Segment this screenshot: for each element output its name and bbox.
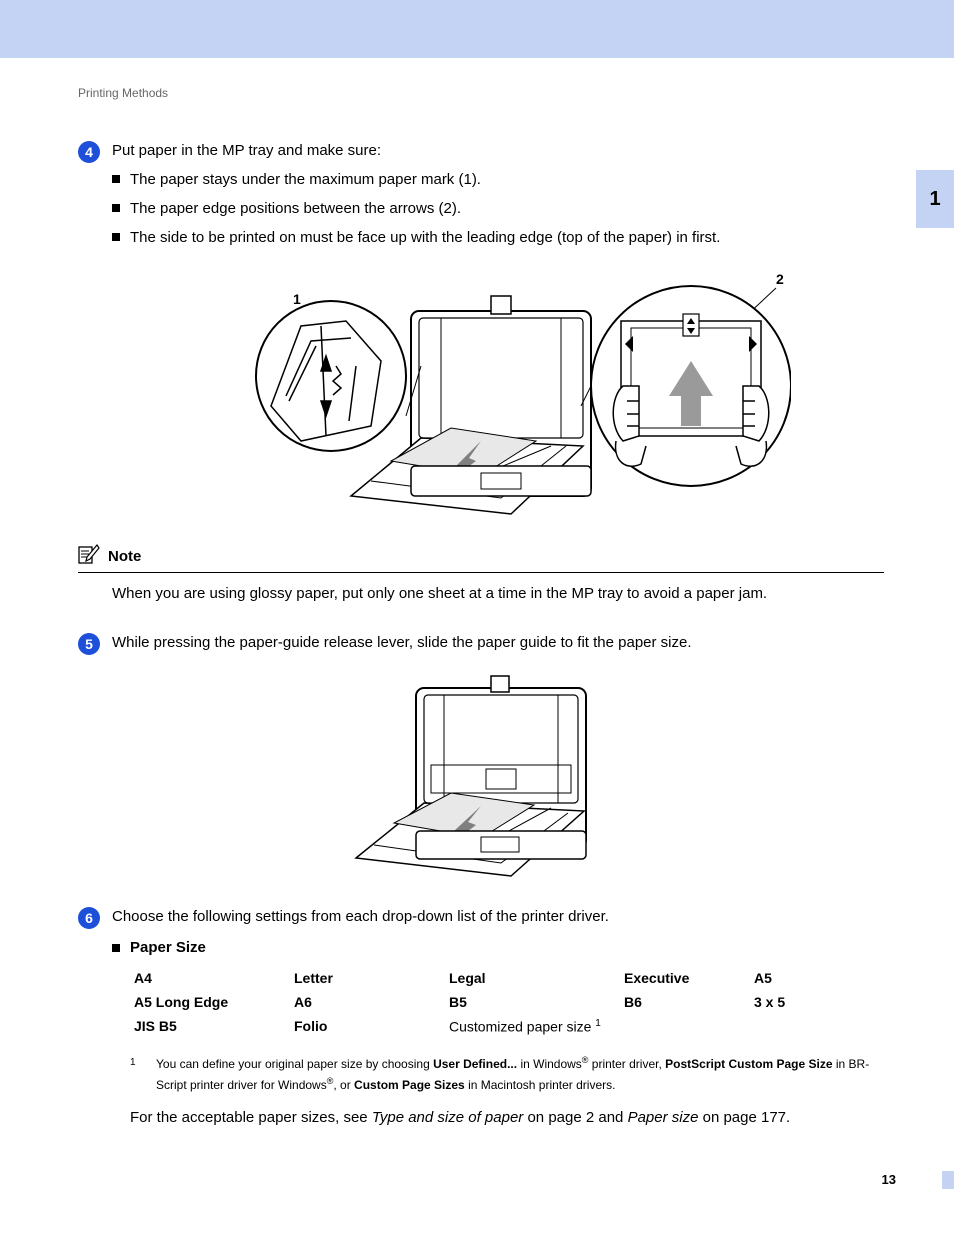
chapter-tab: 1	[916, 170, 954, 228]
figure-step-5	[78, 673, 884, 878]
callout-2-label: 2	[776, 271, 784, 287]
square-bullet-icon	[112, 204, 120, 212]
cell: A5	[754, 970, 834, 986]
callout-1-label: 1	[293, 291, 301, 307]
page-content: Printing Methods 4 Put paper in the MP t…	[0, 58, 954, 1130]
cell	[624, 1018, 754, 1035]
step-5: 5 While pressing the paper-guide release…	[78, 632, 884, 655]
square-bullet-icon	[112, 944, 120, 952]
bullet-text: The paper stays under the maximum paper …	[130, 169, 481, 190]
step-badge-6: 6	[78, 907, 100, 929]
note-header: Note	[78, 544, 884, 573]
cell: B6	[624, 994, 754, 1010]
step-4-bullets: The paper stays under the maximum paper …	[112, 169, 884, 248]
printer-diagram-1: 1	[171, 266, 791, 516]
cell: 3 x 5	[754, 994, 834, 1010]
table-row: A5 Long Edge A6 B5 B6 3 x 5	[134, 994, 864, 1010]
square-bullet-icon	[112, 175, 120, 183]
cell: A6	[294, 994, 449, 1010]
printer-diagram-2	[346, 673, 616, 878]
table-row: JIS B5 Folio Customized paper size 1	[134, 1018, 864, 1035]
bullet: The paper edge positions between the arr…	[112, 198, 884, 219]
note-pencil-icon	[78, 544, 100, 568]
figure-step-4: 1	[78, 266, 884, 516]
note-body: When you are using glossy paper, put onl…	[112, 583, 884, 604]
paper-size-heading: Paper Size	[112, 939, 884, 956]
footnote-text: You can define your original paper size …	[156, 1053, 884, 1095]
paper-size-label: Paper Size	[130, 939, 206, 956]
page-corner-tab	[942, 1171, 954, 1189]
note-section: Note When you are using glossy paper, pu…	[78, 544, 884, 604]
bullet: The paper stays under the maximum paper …	[112, 169, 884, 190]
breadcrumb: Printing Methods	[78, 86, 884, 100]
cell: Executive	[624, 970, 754, 986]
closing-text: For the acceptable paper sizes, see Type…	[130, 1107, 884, 1130]
cell: Customized paper size 1	[449, 1018, 624, 1035]
cell: A5 Long Edge	[134, 994, 294, 1010]
cell: JIS B5	[134, 1018, 294, 1035]
footnote-num: 1	[130, 1053, 156, 1095]
bullet: The side to be printed on must be face u…	[112, 227, 884, 248]
bullet-text: The side to be printed on must be face u…	[130, 227, 720, 248]
step-4-text: Put paper in the MP tray and make sure:	[112, 140, 884, 163]
step-6-text: Choose the following settings from each …	[112, 906, 884, 929]
cell: A4	[134, 970, 294, 986]
step-badge-5: 5	[78, 633, 100, 655]
square-bullet-icon	[112, 233, 120, 241]
step-4: 4 Put paper in the MP tray and make sure…	[78, 140, 884, 163]
cell	[754, 1018, 834, 1035]
page-number: 13	[882, 1172, 896, 1187]
note-title: Note	[108, 548, 141, 565]
cell: B5	[449, 994, 624, 1010]
step-5-text: While pressing the paper-guide release l…	[112, 632, 884, 655]
cell: Legal	[449, 970, 624, 986]
bullet-text: The paper edge positions between the arr…	[130, 198, 461, 219]
paper-size-table: A4 Letter Legal Executive A5 A5 Long Edg…	[134, 970, 864, 1035]
table-row: A4 Letter Legal Executive A5	[134, 970, 864, 986]
header-bar	[0, 0, 954, 58]
step-badge-4: 4	[78, 141, 100, 163]
step-6: 6 Choose the following settings from eac…	[78, 906, 884, 929]
footnote: 1 You can define your original paper siz…	[130, 1053, 884, 1095]
cell: Folio	[294, 1018, 449, 1035]
cell: Letter	[294, 970, 449, 986]
